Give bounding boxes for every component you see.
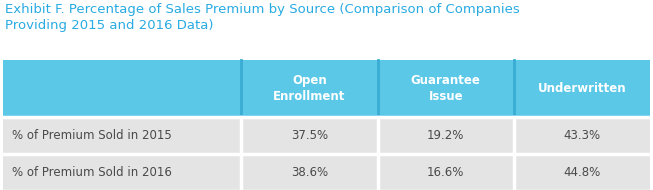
Text: Underwritten: Underwritten: [538, 82, 626, 95]
Text: Guarantee
Issue: Guarantee Issue: [411, 74, 481, 103]
Text: 38.6%: 38.6%: [291, 166, 328, 179]
Bar: [241, 60, 377, 117]
Bar: [514, 117, 650, 154]
Text: % of Premium Sold in 2015: % of Premium Sold in 2015: [12, 129, 172, 142]
Bar: [377, 117, 514, 154]
Text: 16.6%: 16.6%: [427, 166, 464, 179]
Bar: [377, 154, 514, 190]
Text: 37.5%: 37.5%: [291, 129, 328, 142]
Text: 43.3%: 43.3%: [564, 129, 601, 142]
Bar: [514, 60, 650, 117]
Bar: [3, 60, 241, 117]
Text: Exhibit F. Percentage of Sales Premium by Source (Comparison of Companies
Provid: Exhibit F. Percentage of Sales Premium b…: [5, 3, 520, 32]
Text: % of Premium Sold in 2016: % of Premium Sold in 2016: [12, 166, 172, 179]
Bar: [241, 154, 377, 190]
Text: 44.8%: 44.8%: [564, 166, 601, 179]
Text: Open
Enrollment: Open Enrollment: [273, 74, 345, 103]
Text: 19.2%: 19.2%: [427, 129, 464, 142]
Bar: [514, 154, 650, 190]
Bar: [3, 117, 241, 154]
Bar: [241, 117, 377, 154]
Bar: [3, 154, 241, 190]
Bar: [377, 60, 514, 117]
